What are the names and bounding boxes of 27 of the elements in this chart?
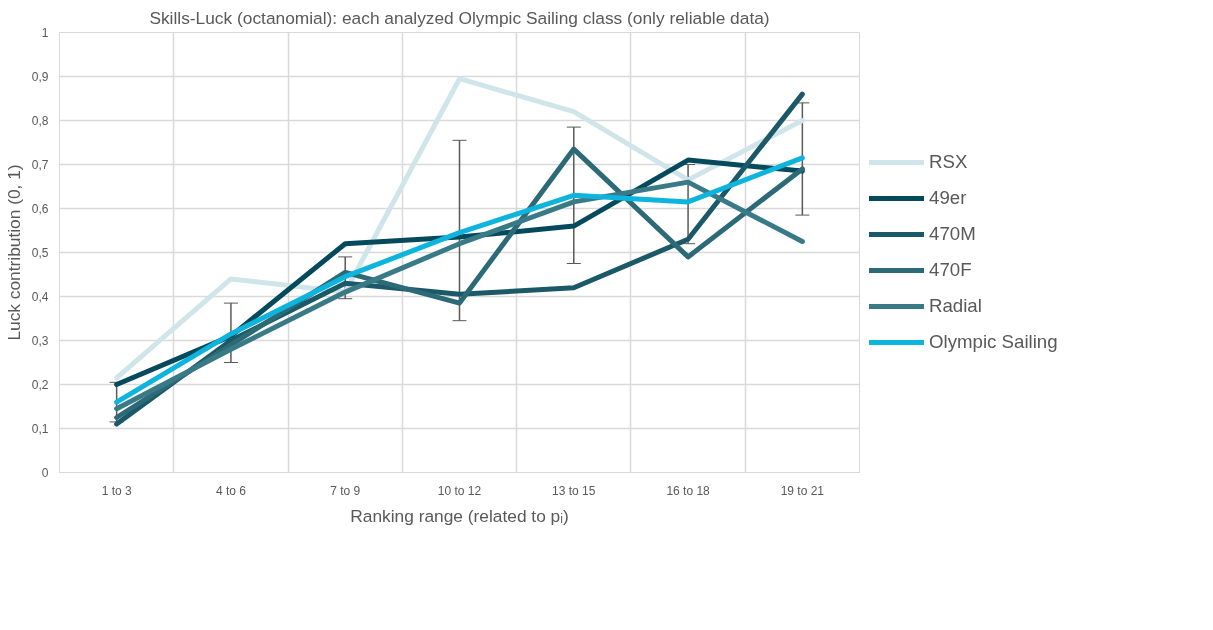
legend-label: 49er — [929, 187, 967, 209]
x-tick-label: 16 to 18 — [666, 483, 711, 498]
x-tick-label: 10 to 12 — [437, 483, 482, 498]
y-tick-label: 0,9 — [31, 70, 49, 84]
y-axis-title: Luck contribution (0, 1) — [3, 164, 24, 341]
legend-label: Olympic Sailing — [929, 331, 1058, 353]
chart-title: Skills-Luck (octanomial): each analyzed Olympic Sailing class (only reliable data) — [149, 7, 770, 28]
x-tick-label: 4 to 6 — [215, 483, 247, 498]
y-tick-label: 0,2 — [31, 378, 49, 392]
legend-label: 470F — [929, 259, 972, 281]
y-tick-label: 0 — [41, 466, 49, 480]
y-tick-label: 0,5 — [31, 246, 49, 260]
legend-label: RSX — [929, 151, 968, 173]
y-tick-label: 0,7 — [31, 158, 49, 172]
x-tick-label: 7 to 9 — [330, 483, 361, 498]
y-tick-label: 0,3 — [31, 334, 49, 348]
x-axis-title: Ranking range (related to pᵢ) — [350, 505, 569, 526]
x-tick-label: 19 to 21 — [780, 483, 825, 498]
y-tick-label: 0,6 — [31, 202, 49, 216]
y-tick-label: 0,8 — [31, 114, 49, 128]
x-tick-label: 13 to 15 — [552, 483, 596, 498]
legend-label: 470M — [929, 223, 976, 245]
y-tick-label: 0,4 — [31, 290, 49, 304]
y-tick-label: 1 — [41, 26, 49, 40]
y-tick-label: 0,1 — [31, 422, 49, 436]
legend-label: Radial — [929, 295, 982, 317]
x-tick-label: 1 to 3 — [101, 483, 132, 498]
